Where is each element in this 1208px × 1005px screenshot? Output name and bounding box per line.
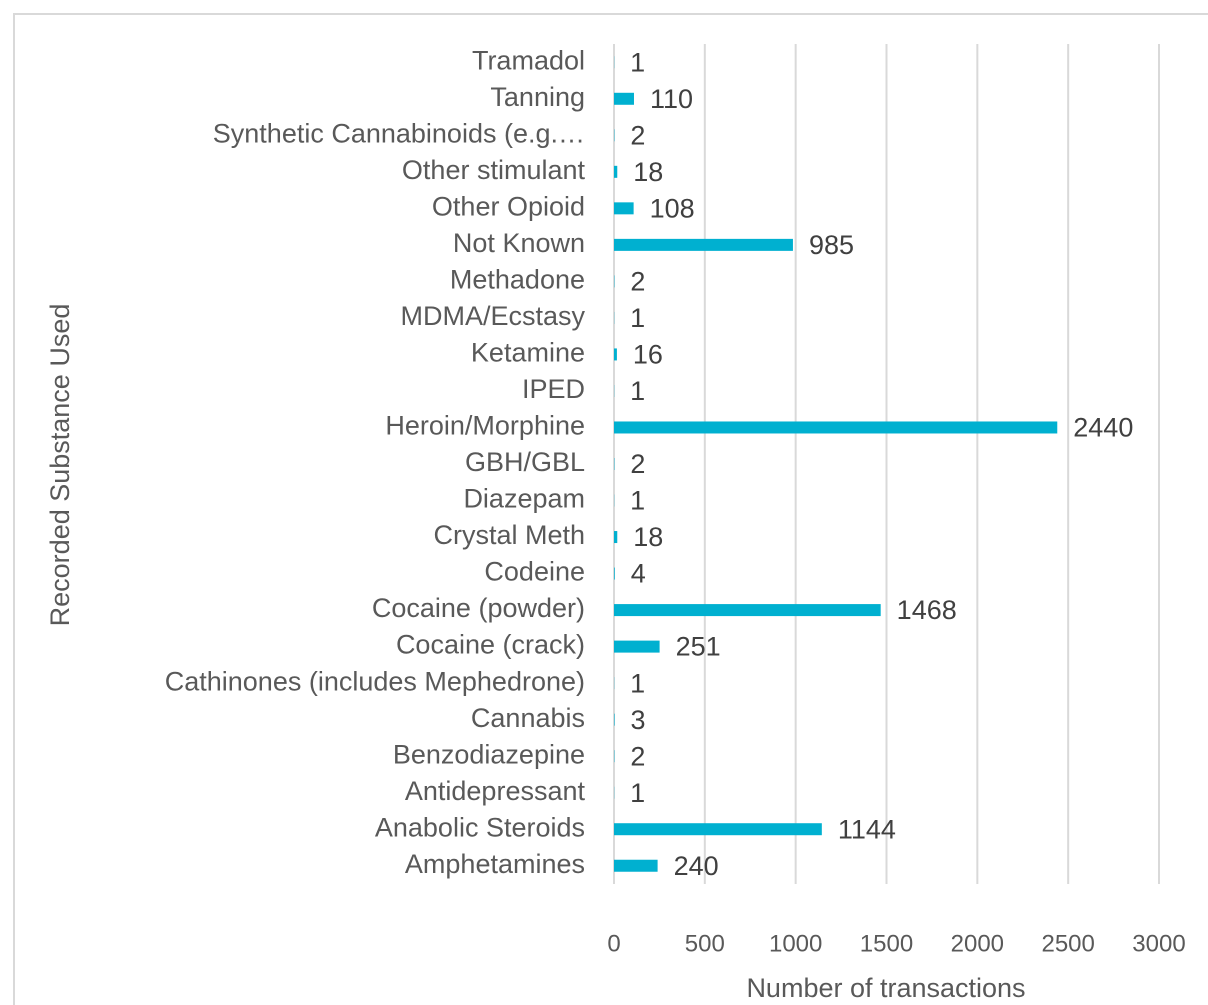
y-tick-label: Tramadol [472,45,585,75]
x-tick-label: 2000 [951,930,1004,957]
y-tick-label: Methadone [450,265,585,295]
y-tick-label: MDMA/Ecstasy [400,301,585,331]
data-label: 1 [630,486,645,516]
x-tick-label: 500 [685,930,725,957]
bar [614,859,658,872]
y-tick-label: GBH/GBL [465,447,585,477]
y-tick-label: Amphetamines [405,849,585,879]
bar [614,421,1058,434]
bar [614,823,822,836]
data-label: 2 [630,741,645,771]
data-label: 2 [630,120,645,150]
y-tick-label: Cocaine (crack) [396,630,585,660]
y-tick-label: Other Opioid [432,191,585,221]
data-label: 1 [630,47,645,77]
y-tick-label: Cannabis [471,703,585,733]
y-tick-label: Not Known [453,228,585,258]
bar [614,713,615,726]
data-label: 1 [630,303,645,333]
data-label: 3 [631,705,646,735]
y-tick-label: Heroin/Morphine [385,411,585,441]
y-tick-label: Other stimulant [402,155,586,185]
data-label: 240 [674,851,719,881]
x-axis-title: Number of transactions [746,973,1025,1003]
data-label: 16 [633,340,663,370]
data-label: 2 [630,267,645,297]
data-label: 108 [650,193,695,223]
bar [614,165,618,178]
bar [614,202,634,215]
data-label: 110 [650,84,693,114]
bar [614,92,634,105]
y-tick-label: Tanning [490,82,585,112]
data-label: 985 [809,230,854,260]
y-tick-label: Benzodiazepine [393,739,585,769]
y-tick-label: Cocaine (powder) [372,593,585,623]
y-tick-label: Codeine [484,557,585,587]
y-tick-label: Anabolic Steroids [375,812,585,842]
data-label: 1 [630,376,645,406]
bar [614,567,615,580]
bar [614,238,793,251]
data-label: 251 [676,632,721,662]
data-label: 18 [633,522,663,552]
y-axis-title: Recorded Substance Used [45,304,75,627]
bar [614,531,618,544]
data-label: 2440 [1073,413,1133,443]
bar [614,640,660,653]
data-label: 1144 [838,814,896,844]
chart-border [13,13,1208,1005]
y-tick-label: IPED [522,374,585,404]
x-tick-label: 0 [607,930,620,957]
data-label: 18 [633,157,663,187]
data-label: 1468 [897,595,957,625]
x-tick-label: 1000 [769,930,822,957]
y-tick-label: Crystal Meth [433,520,585,550]
data-label: 1 [630,778,645,808]
data-label: 2 [630,449,645,479]
y-tick-label: Antidepressant [405,776,586,806]
bar [614,348,617,361]
data-label: 4 [631,559,646,589]
y-tick-label: Cathinones (includes Mephedrone) [165,666,585,696]
bar [614,604,881,617]
x-tick-label: 1500 [860,930,913,957]
y-tick-label: Ketamine [471,338,585,368]
x-tick-label: 3000 [1132,930,1185,957]
data-label: 1 [630,668,645,698]
x-tick-label: 2500 [1041,930,1094,957]
y-tick-label: Diazepam [463,484,585,514]
y-tick-label: Synthetic Cannabinoids (e.g.… [213,118,585,148]
